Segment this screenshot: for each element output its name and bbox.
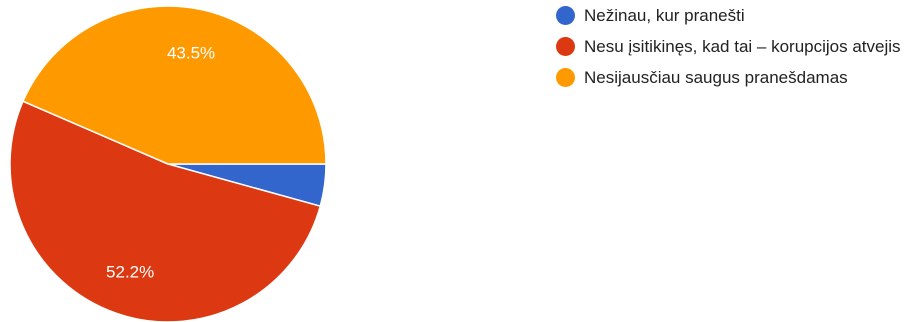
slice-value-label-3: 43.5%: [167, 44, 215, 63]
legend-swatch-3: [556, 68, 575, 87]
legend-label-2: Nesu įsitikinęs, kad tai – korupcijos at…: [584, 37, 901, 56]
legend: Nežinau, kur pranešti Nesu įsitikinęs, ka…: [556, 4, 924, 97]
legend-item-2: Nesu įsitikinęs, kad tai – korupcijos at…: [556, 35, 924, 59]
legend-swatch-2: [556, 37, 575, 56]
legend-label-3: Nesijausčiau saugus pranešdamas: [584, 68, 848, 87]
legend-label-1: Nežinau, kur pranešti: [584, 6, 745, 25]
pie-slice-2: [9, 100, 322, 322]
legend-item-1: Nežinau, kur pranešti: [556, 4, 924, 28]
slice-value-label-2: 52.2%: [106, 262, 154, 281]
pie-slice-3: [22, 5, 327, 165]
legend-item-3: Nesijausčiau saugus pranešdamas: [556, 66, 924, 90]
pie-plot: 52.2% 43.5%: [9, 5, 327, 322]
legend-swatch-1: [556, 6, 575, 25]
